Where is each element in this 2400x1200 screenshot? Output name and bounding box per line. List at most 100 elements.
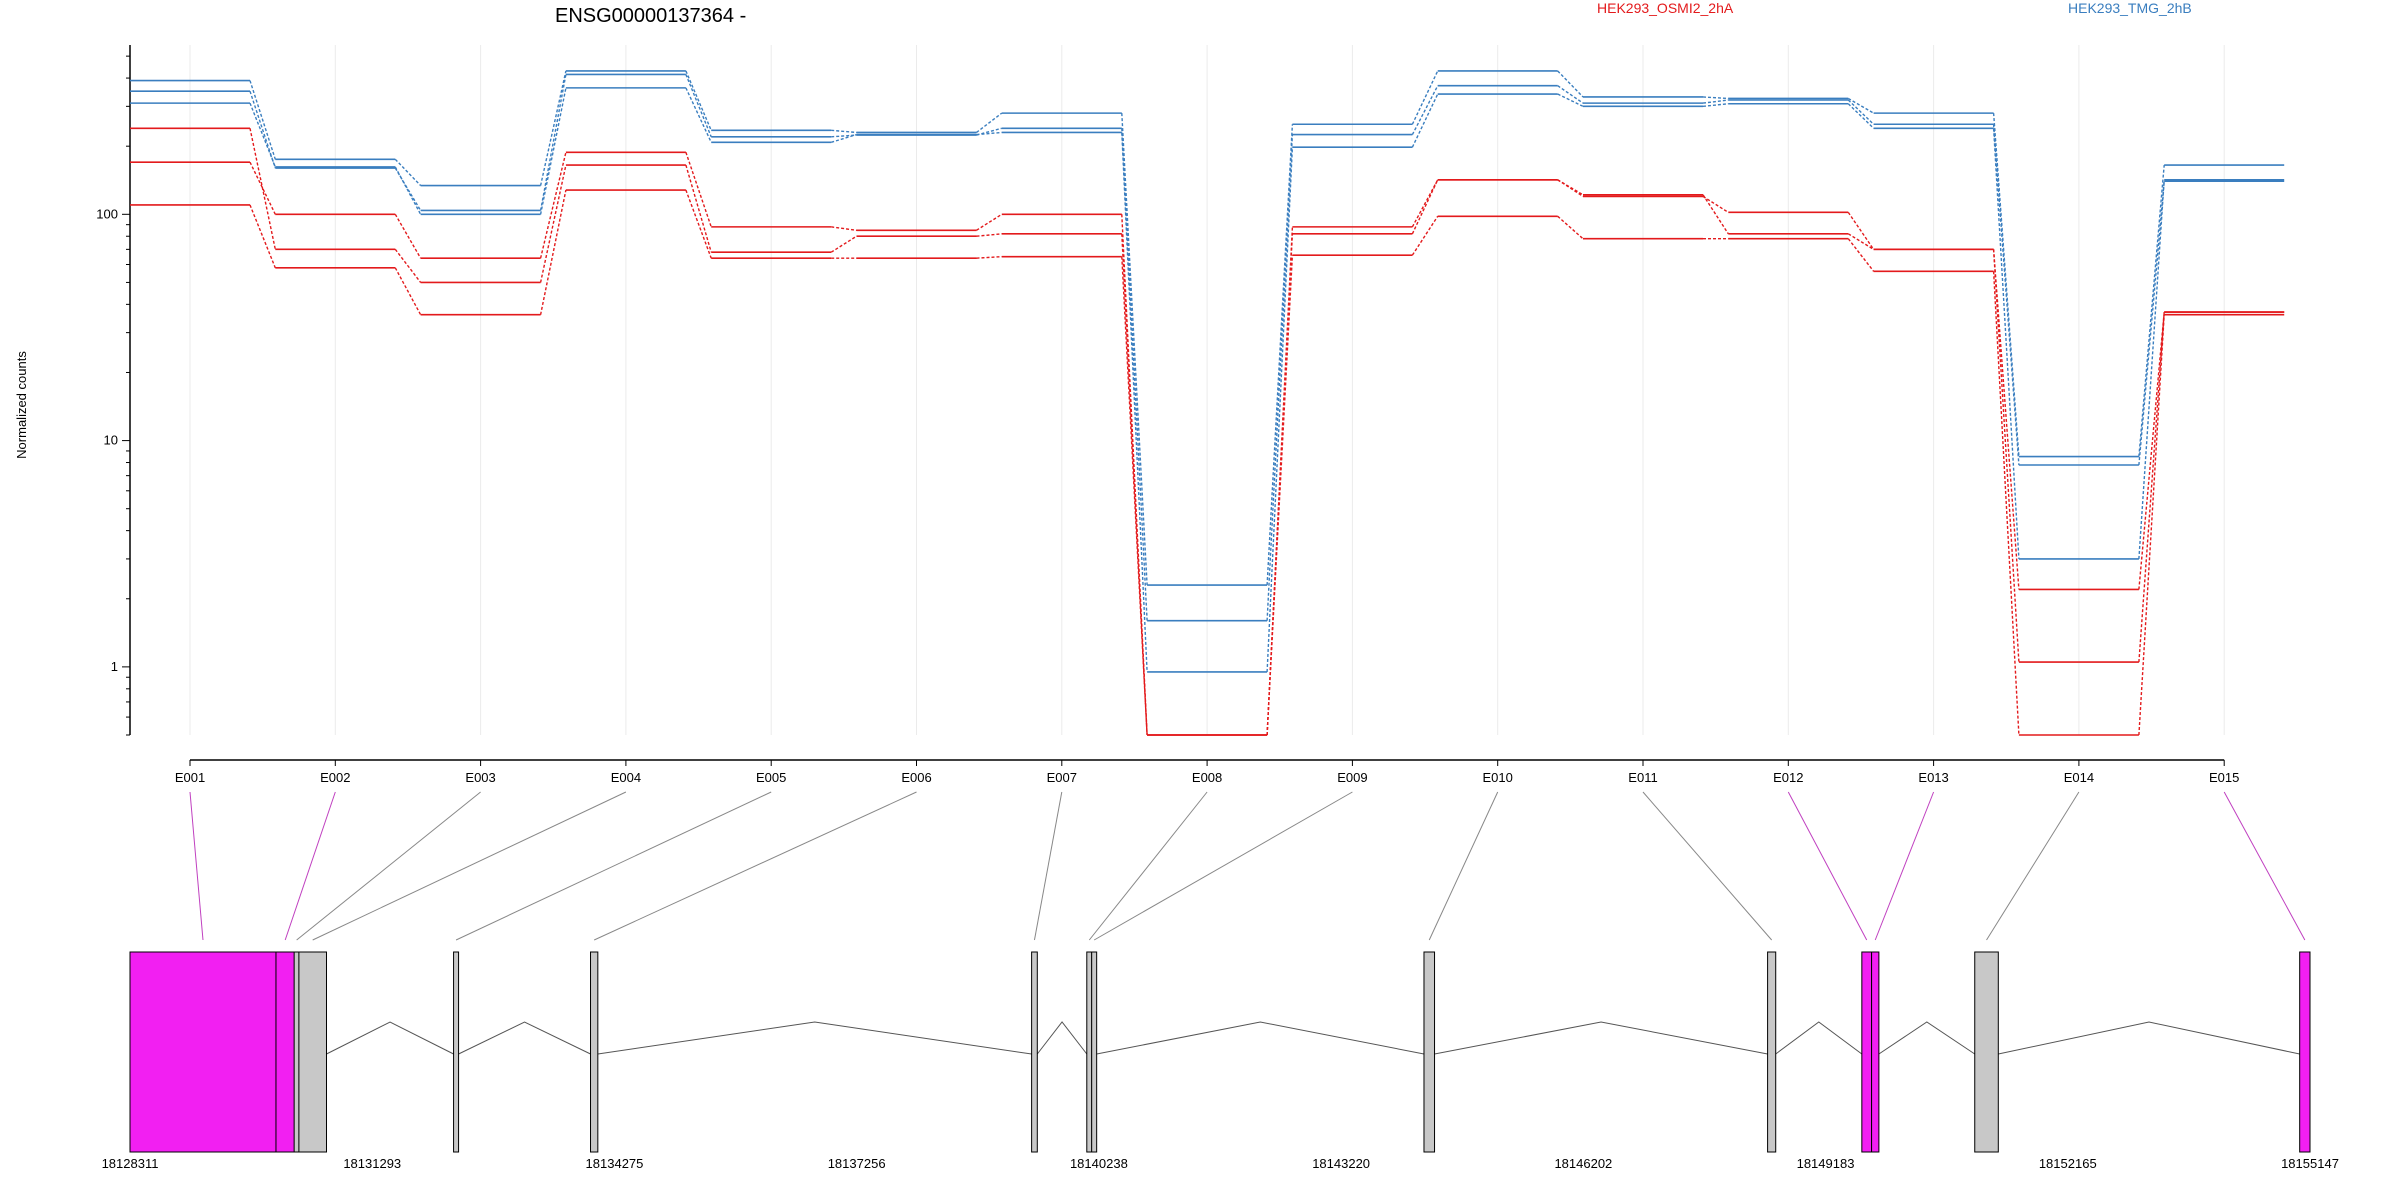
series-connector	[539, 152, 567, 259]
series-connector	[1411, 215, 1439, 256]
series-connector	[249, 102, 276, 168]
exon-connector	[1428, 791, 1499, 941]
series-connector	[685, 74, 712, 138]
series-connector	[685, 189, 712, 259]
series-connector	[394, 167, 422, 211]
x-tick-label: E003	[465, 770, 495, 785]
series-connector	[976, 127, 1002, 136]
genomic-coordinate-label: 18134275	[586, 1156, 644, 1171]
exon-block	[275, 951, 295, 1153]
exon-block	[1861, 951, 1873, 1153]
x-tick-label: E014	[2064, 770, 2094, 785]
series-connector	[394, 166, 422, 215]
exon-connector	[1787, 791, 1868, 941]
series-connector	[976, 131, 1002, 136]
exon-block	[1767, 951, 1777, 1153]
series-connector	[2138, 314, 2165, 736]
series-connector	[1411, 179, 1439, 228]
x-tick-label: E002	[320, 770, 350, 785]
genomic-coordinate-label: 18146202	[1554, 1156, 1612, 1171]
x-tick-label: E009	[1337, 770, 1367, 785]
intron-line	[1878, 1021, 1976, 1055]
intron-line	[1998, 1021, 2300, 1055]
exon-block	[590, 951, 599, 1153]
series-connector	[1557, 179, 1584, 196]
series-connector	[831, 226, 857, 231]
series-connector	[1702, 96, 1729, 100]
series-connector	[1411, 179, 1439, 235]
gene-model: 18128311 18131293 18134275 18137256 18140238…	[102, 951, 2339, 1171]
series-connector	[394, 213, 422, 259]
x-tick-label: E005	[756, 770, 786, 785]
intron-line	[597, 1021, 1032, 1055]
series-connector	[249, 204, 276, 269]
exon-connector-layer	[189, 791, 2306, 941]
exon-block	[1423, 951, 1436, 1153]
series-connector	[1702, 195, 1729, 213]
series-connector	[2138, 179, 2165, 559]
axes-layer: 1 10 100 E001 E002 E003 E004 E005 E006 E007 E008 E0…	[96, 45, 2239, 785]
series-connector	[1992, 271, 2020, 736]
genomic-coordinate-label: 18155147	[2281, 1156, 2339, 1171]
exon-connector	[1642, 791, 1773, 941]
genomic-coordinate-label: 18149183	[1797, 1156, 1855, 1171]
y-tick-label: 100	[96, 206, 118, 221]
series-connector	[1557, 70, 1584, 98]
intron-line	[1096, 1021, 1425, 1055]
series-connector	[394, 248, 422, 283]
series-connector	[976, 112, 1003, 134]
genomic-coordinate-label: 18128311	[102, 1156, 159, 1171]
exon-block	[1031, 951, 1038, 1153]
series-connector	[1847, 103, 1875, 129]
series-connector	[1121, 113, 1148, 586]
series-connector	[1121, 214, 1148, 736]
series-connector	[2138, 311, 2165, 590]
exon-connector	[296, 791, 481, 941]
series-connector	[1411, 85, 1439, 135]
series-connector	[1702, 103, 1729, 108]
exon-connector	[312, 791, 627, 941]
series-connector	[830, 235, 857, 253]
series-connector	[249, 80, 276, 160]
series-connector	[539, 164, 567, 283]
series-connector	[1847, 211, 1875, 250]
genomic-coordinate-label: 18137256	[828, 1156, 886, 1171]
exon-connector	[1088, 791, 1208, 941]
series-connector	[1847, 233, 1874, 250]
series-connector	[1121, 132, 1148, 672]
series-connector	[1992, 124, 2020, 466]
grid-layer	[189, 45, 2225, 735]
legend-label-osmi2: HEK293_OSMI2_2hA	[1597, 0, 1734, 16]
series-connector	[685, 70, 712, 131]
series-connector	[1992, 249, 2020, 663]
exon-block	[129, 951, 277, 1153]
series-connector	[1411, 70, 1439, 125]
series-connector	[1266, 134, 1294, 621]
x-tick-label: E006	[901, 770, 931, 785]
y-axis-label: Normalized counts	[14, 351, 29, 459]
genomic-coordinate-label: 18143220	[1312, 1156, 1370, 1171]
series-connector	[976, 213, 1003, 231]
series-connector	[539, 87, 567, 215]
series-connector	[976, 233, 1002, 237]
exon-block	[2299, 951, 2311, 1153]
series-connector	[394, 158, 422, 187]
series-connector	[1702, 99, 1729, 104]
exon-connector	[455, 791, 772, 941]
intron-line	[1775, 1021, 1863, 1055]
series-connector	[2138, 181, 2165, 466]
series-connector	[1847, 238, 1875, 272]
x-tick-label: E008	[1192, 770, 1222, 785]
series-connector	[394, 267, 422, 316]
series-connector	[685, 87, 712, 143]
x-tick-label: E013	[1918, 770, 1948, 785]
series-connector	[1266, 124, 1294, 586]
exon-connector	[2223, 791, 2306, 941]
exon-connector	[1874, 791, 1935, 941]
intron-line	[458, 1021, 591, 1055]
intron-line	[326, 1021, 454, 1055]
series-layer	[130, 70, 2285, 736]
exon-block	[1091, 951, 1098, 1153]
series-connector	[831, 129, 857, 134]
